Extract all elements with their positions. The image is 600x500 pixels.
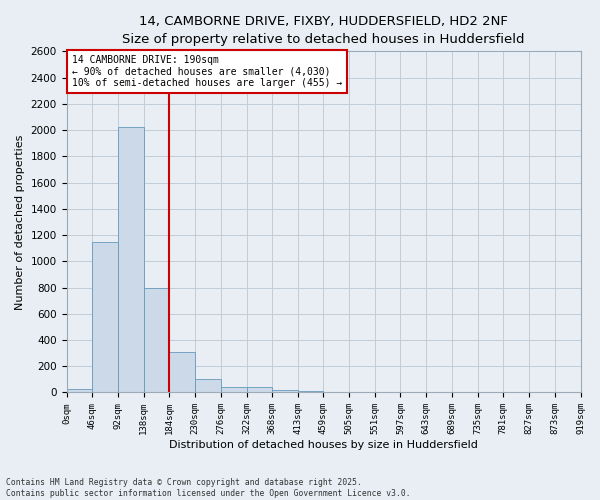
Text: Contains HM Land Registry data © Crown copyright and database right 2025.
Contai: Contains HM Land Registry data © Crown c… — [6, 478, 410, 498]
Y-axis label: Number of detached properties: Number of detached properties — [15, 134, 25, 310]
Bar — [247, 387, 272, 392]
Text: 14 CAMBORNE DRIVE: 190sqm
← 90% of detached houses are smaller (4,030)
10% of se: 14 CAMBORNE DRIVE: 190sqm ← 90% of detac… — [71, 54, 342, 88]
Bar — [118, 128, 144, 392]
Bar — [144, 288, 169, 393]
Bar — [298, 391, 323, 392]
Bar — [272, 390, 298, 392]
Bar — [92, 242, 118, 392]
Bar — [67, 388, 92, 392]
Bar — [195, 378, 221, 392]
X-axis label: Distribution of detached houses by size in Huddersfield: Distribution of detached houses by size … — [169, 440, 478, 450]
Title: 14, CAMBORNE DRIVE, FIXBY, HUDDERSFIELD, HD2 2NF
Size of property relative to de: 14, CAMBORNE DRIVE, FIXBY, HUDDERSFIELD,… — [122, 15, 525, 46]
Bar — [221, 386, 247, 392]
Bar — [169, 352, 195, 393]
